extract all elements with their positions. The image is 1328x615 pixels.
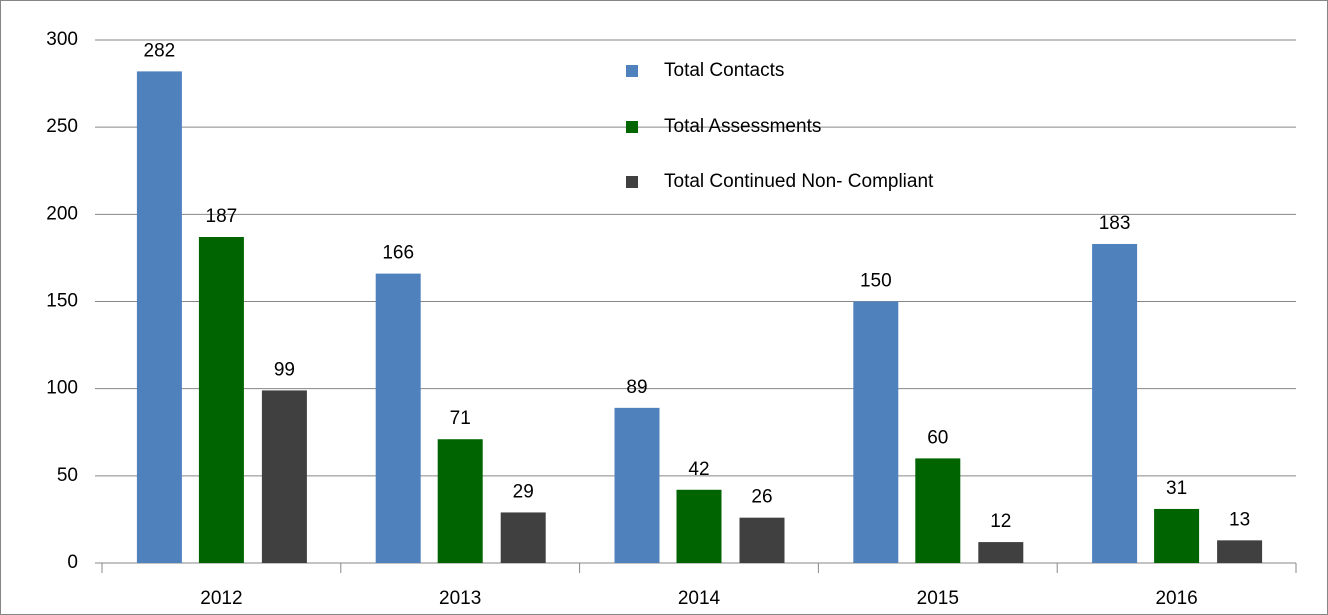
data-label: 31 bbox=[1166, 478, 1187, 499]
y-tick-label: 0 bbox=[67, 552, 78, 573]
bar bbox=[261, 390, 307, 563]
bar bbox=[614, 407, 660, 563]
x-tick-label: 2016 bbox=[1155, 588, 1197, 609]
legend-label: Total Assessments bbox=[664, 116, 821, 137]
bar bbox=[1092, 243, 1138, 563]
legend-swatch bbox=[626, 65, 638, 77]
x-tick-label: 2014 bbox=[678, 588, 721, 609]
data-label: 26 bbox=[751, 487, 772, 508]
y-tick-label: 250 bbox=[46, 116, 78, 137]
bar bbox=[437, 439, 483, 563]
legend-label: Total Contacts bbox=[664, 60, 784, 81]
legend-swatch bbox=[626, 121, 638, 133]
bar bbox=[1217, 540, 1263, 563]
data-label: 89 bbox=[626, 377, 647, 398]
data-label: 282 bbox=[144, 40, 176, 61]
data-label: 150 bbox=[860, 271, 892, 292]
bar bbox=[915, 458, 961, 563]
bar bbox=[198, 236, 244, 563]
data-label: 99 bbox=[274, 359, 295, 380]
bar bbox=[978, 542, 1024, 563]
bar bbox=[1154, 508, 1200, 563]
legend-label: Total Continued Non- Compliant bbox=[664, 171, 934, 192]
y-tick-label: 300 bbox=[46, 29, 78, 50]
data-label: 71 bbox=[450, 408, 471, 429]
y-tick-label: 150 bbox=[46, 291, 78, 312]
y-tick-label: 100 bbox=[46, 378, 78, 399]
bar bbox=[375, 273, 421, 563]
data-label: 60 bbox=[927, 427, 948, 448]
bar bbox=[500, 512, 546, 563]
x-tick-label: 2015 bbox=[917, 588, 959, 609]
bar bbox=[136, 71, 182, 563]
y-tick-label: 50 bbox=[57, 465, 78, 486]
legend-swatch bbox=[626, 176, 638, 188]
y-tick-label: 200 bbox=[46, 203, 78, 224]
data-label: 42 bbox=[688, 459, 709, 480]
bar bbox=[676, 489, 722, 563]
x-tick-label: 2013 bbox=[439, 588, 481, 609]
data-label: 183 bbox=[1099, 213, 1131, 234]
data-label: 13 bbox=[1229, 509, 1250, 530]
data-label: 29 bbox=[513, 481, 534, 502]
data-label: 12 bbox=[990, 511, 1011, 532]
bar bbox=[739, 517, 785, 563]
data-label: 166 bbox=[382, 243, 414, 264]
data-label: 187 bbox=[206, 206, 238, 227]
x-tick-label: 2012 bbox=[200, 588, 242, 609]
bar bbox=[853, 301, 899, 563]
